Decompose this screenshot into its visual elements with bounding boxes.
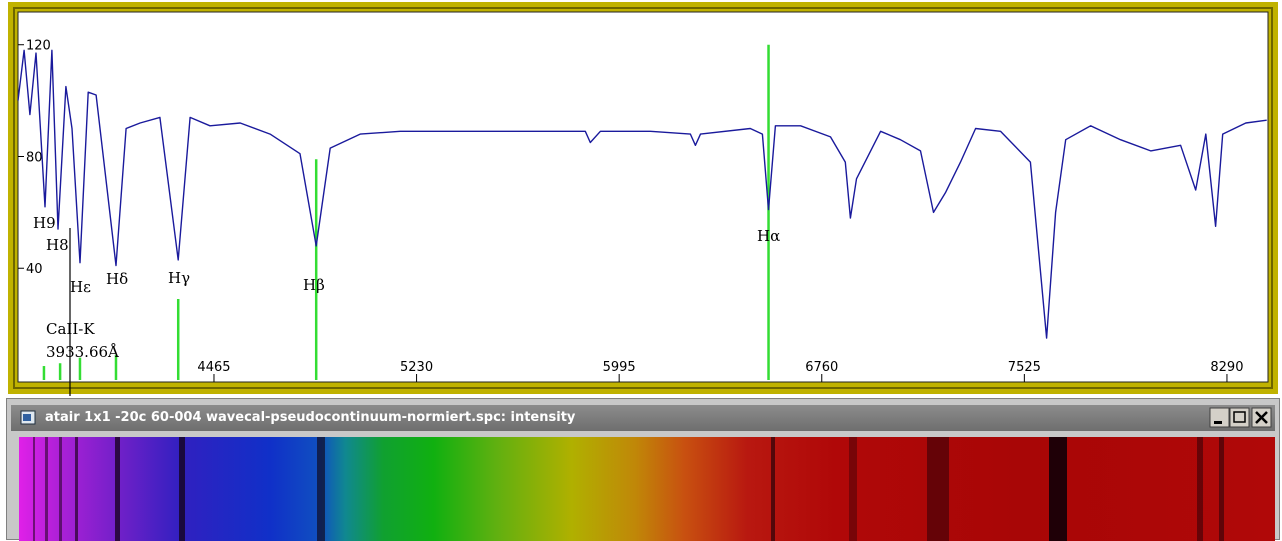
absorption-line — [771, 437, 775, 541]
spectrum-strip — [19, 437, 1275, 541]
absorption-line — [33, 437, 35, 541]
line-label: CaII-K — [46, 320, 95, 338]
line-label: H9 — [33, 214, 56, 232]
line-label: Hγ — [168, 269, 190, 287]
line-label: H8 — [46, 236, 69, 254]
title-bar: atair 1x1 -20c 60-004 wavecal-pseudocont… — [11, 405, 1275, 431]
x-tick-label: 5995 — [603, 360, 636, 375]
absorption-line — [179, 437, 185, 541]
absorption-line — [1197, 437, 1203, 541]
chart: 40 80 120 4465 5230 5995 6760 7525 8290 H9 H8 Hε Hδ H… — [0, 0, 1282, 396]
line-label: Hβ — [303, 276, 325, 294]
window-buttons — [1209, 407, 1273, 429]
plot-area — [18, 12, 1268, 382]
x-tick-label: 5230 — [400, 360, 433, 375]
x-tick-label: 8290 — [1210, 360, 1243, 375]
x-tick-label: 7525 — [1008, 360, 1041, 375]
y-tick-label: 40 — [26, 262, 43, 277]
absorption-line — [1049, 437, 1067, 541]
y-tick-label: 120 — [26, 39, 51, 54]
absorption-line — [317, 437, 325, 541]
absorption-line — [45, 437, 48, 541]
line-label: Hδ — [106, 270, 128, 288]
absorption-line — [115, 437, 120, 541]
line-label: Hε — [70, 278, 91, 296]
x-tick-label: 6760 — [805, 360, 838, 375]
window-title: atair 1x1 -20c 60-004 wavecal-pseudocont… — [45, 410, 575, 425]
absorption-line — [927, 437, 949, 541]
minimize-button[interactable] — [1210, 408, 1229, 427]
absorption-line — [59, 437, 62, 541]
y-tick-label: 80 — [26, 150, 43, 165]
window-icon — [19, 408, 39, 428]
spectrum-window: atair 1x1 -20c 60-004 wavecal-pseudocont… — [6, 398, 1280, 540]
page: {"chart_data": {"type": "line", "x": [37… — [0, 0, 1282, 540]
close-button[interactable] — [1252, 408, 1271, 427]
x-tick-label: 4465 — [197, 360, 230, 375]
plot-panel: 40 80 120 4465 5230 5995 6760 7525 8290 H9 H8 Hε Hδ H… — [0, 0, 1282, 396]
maximize-button[interactable] — [1230, 408, 1249, 427]
line-label: 3933.66Å — [46, 343, 119, 361]
absorption-line — [1219, 437, 1224, 541]
absorption-line — [849, 437, 857, 541]
line-label: Hα — [757, 227, 780, 245]
absorption-line — [75, 437, 78, 541]
